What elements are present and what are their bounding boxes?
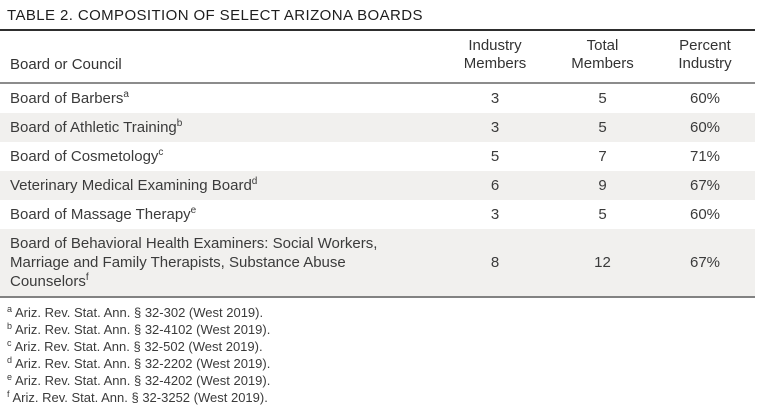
industry-members-value: 3 — [490, 206, 500, 223]
board-name-cell: Board of Behavioral Health Examiners: So… — [0, 229, 440, 298]
footnotes-block: a Ariz. Rev. Stat. Ann. § 32-302 (West 20… — [0, 298, 755, 406]
table-row: Board of Athletic Trainingb 3 5 60% — [0, 113, 755, 142]
board-name-cell: Board of Cosmetologyc — [0, 142, 440, 171]
table-row: Board of Barbersa 3 5 60% — [0, 83, 755, 113]
industry-members-value: 5 — [490, 148, 500, 165]
composition-table: Board or Council Industry Members Total … — [0, 31, 755, 298]
total-members-value: 12 — [550, 229, 655, 298]
footnote-reference: c — [158, 147, 164, 158]
footnote-line: b Ariz. Rev. Stat. Ann. § 32-4102 (West 2… — [7, 321, 755, 338]
board-name: Veterinary Medical Examining Board — [10, 177, 252, 194]
footnote-marker: c — [7, 337, 12, 348]
board-name-cell: Veterinary Medical Examining Boardd — [0, 171, 440, 200]
percent-industry-value: 71% — [689, 148, 721, 165]
board-name-cell: Board of Barbersa — [0, 83, 440, 113]
footnote-marker: d — [7, 354, 13, 365]
total-members-value: 5 — [598, 206, 607, 223]
percent-industry-value: 60% — [689, 119, 721, 136]
percent-industry-value: 60% — [689, 90, 721, 107]
col-header-board-or-council: Board or Council — [0, 31, 440, 84]
table-container: TABLE 2. COMPOSITION OF SELECT ARIZONA B… — [0, 7, 755, 406]
footnote-marker: b — [7, 320, 13, 331]
footnote-line: f Ariz. Rev. Stat. Ann. § 32-3252 (West 2… — [7, 389, 755, 406]
footnote-line: c Ariz. Rev. Stat. Ann. § 32-502 (West 20… — [7, 338, 755, 355]
header-row: Board or Council Industry Members Total … — [0, 31, 755, 84]
table-row: Veterinary Medical Examining Boardd 6 9 67% — [0, 171, 755, 200]
footnote-line: d Ariz. Rev. Stat. Ann. § 32-2202 (West 2… — [7, 355, 755, 372]
col-header-total-members: Total Members — [550, 31, 655, 84]
board-name-cell: Board of Athletic Trainingb — [0, 113, 440, 142]
footnote-reference: e — [190, 205, 197, 216]
board-name: Board of Behavioral Health Examiners: So… — [10, 235, 378, 290]
percent-industry-value: 67% — [689, 177, 721, 194]
footnote-reference: d — [251, 176, 258, 187]
footnote-citation: Ariz. Rev. Stat. Ann. § 32-2202 (West 20… — [15, 356, 271, 371]
total-members-value: 5 — [598, 90, 607, 107]
board-name: Board of Barbers — [10, 90, 124, 107]
industry-members-value: 6 — [490, 177, 500, 194]
board-name: Board of Athletic Training — [10, 119, 177, 136]
footnote-citation: Ariz. Rev. Stat. Ann. § 32-502 (West 201… — [14, 339, 263, 354]
footnote-marker: e — [7, 371, 13, 382]
col-header-industry-members: Industry Members — [440, 31, 550, 84]
total-members-value: 9 — [598, 177, 607, 194]
footnote-marker: a — [7, 303, 13, 314]
footnote-citation: Ariz. Rev. Stat. Ann. § 32-302 (West 201… — [15, 305, 264, 320]
industry-members-value: 3 — [490, 90, 500, 107]
total-members-value: 7 — [598, 148, 607, 165]
footnote-reference: a — [123, 89, 129, 100]
table-row: Board of Behavioral Health Examiners: So… — [0, 229, 755, 298]
footnote-citation: Ariz. Rev. Stat. Ann. § 32-4102 (West 20… — [15, 322, 271, 337]
percent-industry-value: 60% — [689, 206, 721, 223]
industry-members-value: 3 — [490, 119, 500, 136]
footnote-reference: f — [85, 272, 89, 283]
footnote-reference: b — [176, 118, 183, 129]
footnote-citation: Ariz. Rev. Stat. Ann. § 32-4202 (West 20… — [15, 373, 271, 388]
table-row: Board of Cosmetologyc 5 7 71% — [0, 142, 755, 171]
table-title: TABLE 2. COMPOSITION OF SELECT ARIZONA B… — [7, 7, 423, 24]
percent-industry-value: 67% — [655, 229, 755, 298]
footnote-line: e Ariz. Rev. Stat. Ann. § 32-4202 (West 2… — [7, 372, 755, 389]
footnote-citation: Ariz. Rev. Stat. Ann. § 32-3252 (West 20… — [12, 390, 268, 405]
title-rule — [0, 29, 755, 31]
board-name: Board of Cosmetology — [10, 148, 159, 165]
footnote-marker: f — [7, 388, 10, 399]
total-members-value: 5 — [598, 119, 607, 136]
col-header-percent-industry: Percent Industry — [655, 31, 755, 84]
board-name-cell: Board of Massage Therapye — [0, 200, 440, 229]
table-row: Board of Massage Therapye 3 5 60% — [0, 200, 755, 229]
board-name: Board of Massage Therapy — [10, 206, 191, 223]
industry-members-value: 8 — [440, 229, 550, 298]
footnote-line: a Ariz. Rev. Stat. Ann. § 32-302 (West 20… — [7, 304, 755, 321]
